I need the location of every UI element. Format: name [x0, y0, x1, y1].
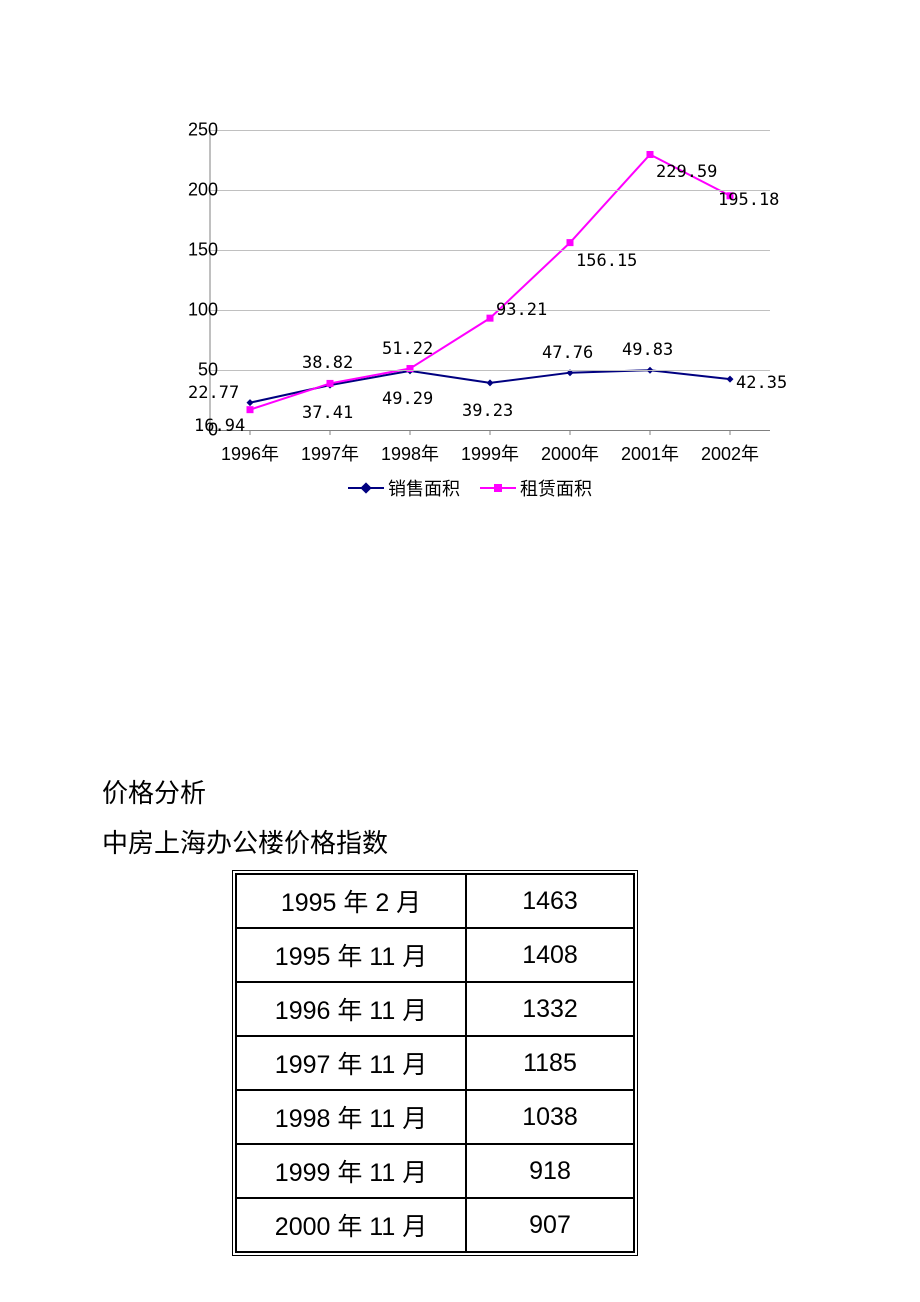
date-cell: 1996 年 11 月 [236, 982, 466, 1036]
legend-label: 销售面积 [388, 475, 460, 501]
square-marker-icon [494, 484, 502, 492]
x-tick-label: 2001年 [621, 440, 679, 466]
table-row: 2000 年 11 月907 [236, 1198, 634, 1252]
y-tick-label: 100 [168, 300, 218, 321]
x-tick-label: 1997年 [301, 440, 359, 466]
gridline [210, 250, 770, 251]
legend-item: 销售面积 [348, 475, 460, 501]
legend-item: 租赁面积 [480, 475, 592, 501]
text-section-2: 中房上海办公楼价格指数 [102, 820, 388, 867]
data-label: 93.21 [496, 300, 547, 320]
table-row: 1995 年 2 月1463 [236, 874, 634, 928]
y-tick-label: 200 [168, 180, 218, 201]
gridline [210, 430, 770, 431]
data-label: 229.59 [656, 162, 717, 182]
x-tick-label: 2002年 [701, 440, 759, 466]
value-cell: 907 [466, 1198, 634, 1252]
value-cell: 1185 [466, 1036, 634, 1090]
table-row: 1999 年 11 月918 [236, 1144, 634, 1198]
table-row: 1995 年 11 月1408 [236, 928, 634, 982]
gridline [210, 130, 770, 131]
area-chart: 22.7737.4149.2939.2347.7649.8342.3516.94… [150, 130, 790, 510]
data-label: 22.77 [188, 383, 239, 403]
date-cell: 1998 年 11 月 [236, 1090, 466, 1144]
value-cell: 1408 [466, 928, 634, 982]
value-cell: 1463 [466, 874, 634, 928]
y-tick-label: 250 [168, 120, 218, 141]
date-cell: 1995 年 11 月 [236, 928, 466, 982]
table-row: 1998 年 11 月1038 [236, 1090, 634, 1144]
data-label: 49.83 [622, 340, 673, 360]
date-cell: 1999 年 11 月 [236, 1144, 466, 1198]
data-label: 42.35 [736, 373, 787, 393]
date-cell: 2000 年 11 月 [236, 1198, 466, 1252]
data-label: 49.29 [382, 389, 433, 409]
y-tick-label: 150 [168, 240, 218, 261]
table-row: 1997 年 11 月1185 [236, 1036, 634, 1090]
gridline [210, 190, 770, 191]
date-cell: 1995 年 2 月 [236, 874, 466, 928]
data-label: 39.23 [462, 401, 513, 421]
x-tick-label: 1999年 [461, 440, 519, 466]
data-label: 156.15 [576, 251, 637, 271]
data-label: 195.18 [718, 190, 779, 210]
date-cell: 1997 年 11 月 [236, 1036, 466, 1090]
x-tick-label: 1998年 [381, 440, 439, 466]
price-table-body: 1995 年 2 月14631995 年 11 月14081996 年 11 月… [236, 874, 634, 1252]
plot-area: 22.7737.4149.2939.2347.7649.8342.3516.94… [210, 130, 770, 430]
x-tick-label: 2000年 [541, 440, 599, 466]
heading-price-index: 中房上海办公楼价格指数 [102, 820, 388, 867]
value-cell: 918 [466, 1144, 634, 1198]
x-tick-label: 1996年 [221, 440, 279, 466]
gridline [210, 310, 770, 311]
value-cell: 1332 [466, 982, 634, 1036]
table-row: 1996 年 11 月1332 [236, 982, 634, 1036]
heading-price-analysis: 价格分析 [102, 770, 206, 817]
data-label: 51.22 [382, 339, 433, 359]
y-tick-label: 50 [168, 360, 218, 381]
data-label: 38.82 [302, 353, 353, 373]
chart-legend: 销售面积 租赁面积 [150, 475, 790, 501]
data-label: 37.41 [302, 403, 353, 423]
text-section: 价格分析 [102, 770, 206, 817]
value-cell: 1038 [466, 1090, 634, 1144]
data-label: 47.76 [542, 343, 593, 363]
price-index-table: 1995 年 2 月14631995 年 11 月14081996 年 11 月… [232, 870, 638, 1256]
gridline [210, 370, 770, 371]
y-tick-label: 0 [168, 420, 218, 441]
legend-label: 租赁面积 [520, 475, 592, 501]
diamond-marker-icon [360, 482, 371, 493]
